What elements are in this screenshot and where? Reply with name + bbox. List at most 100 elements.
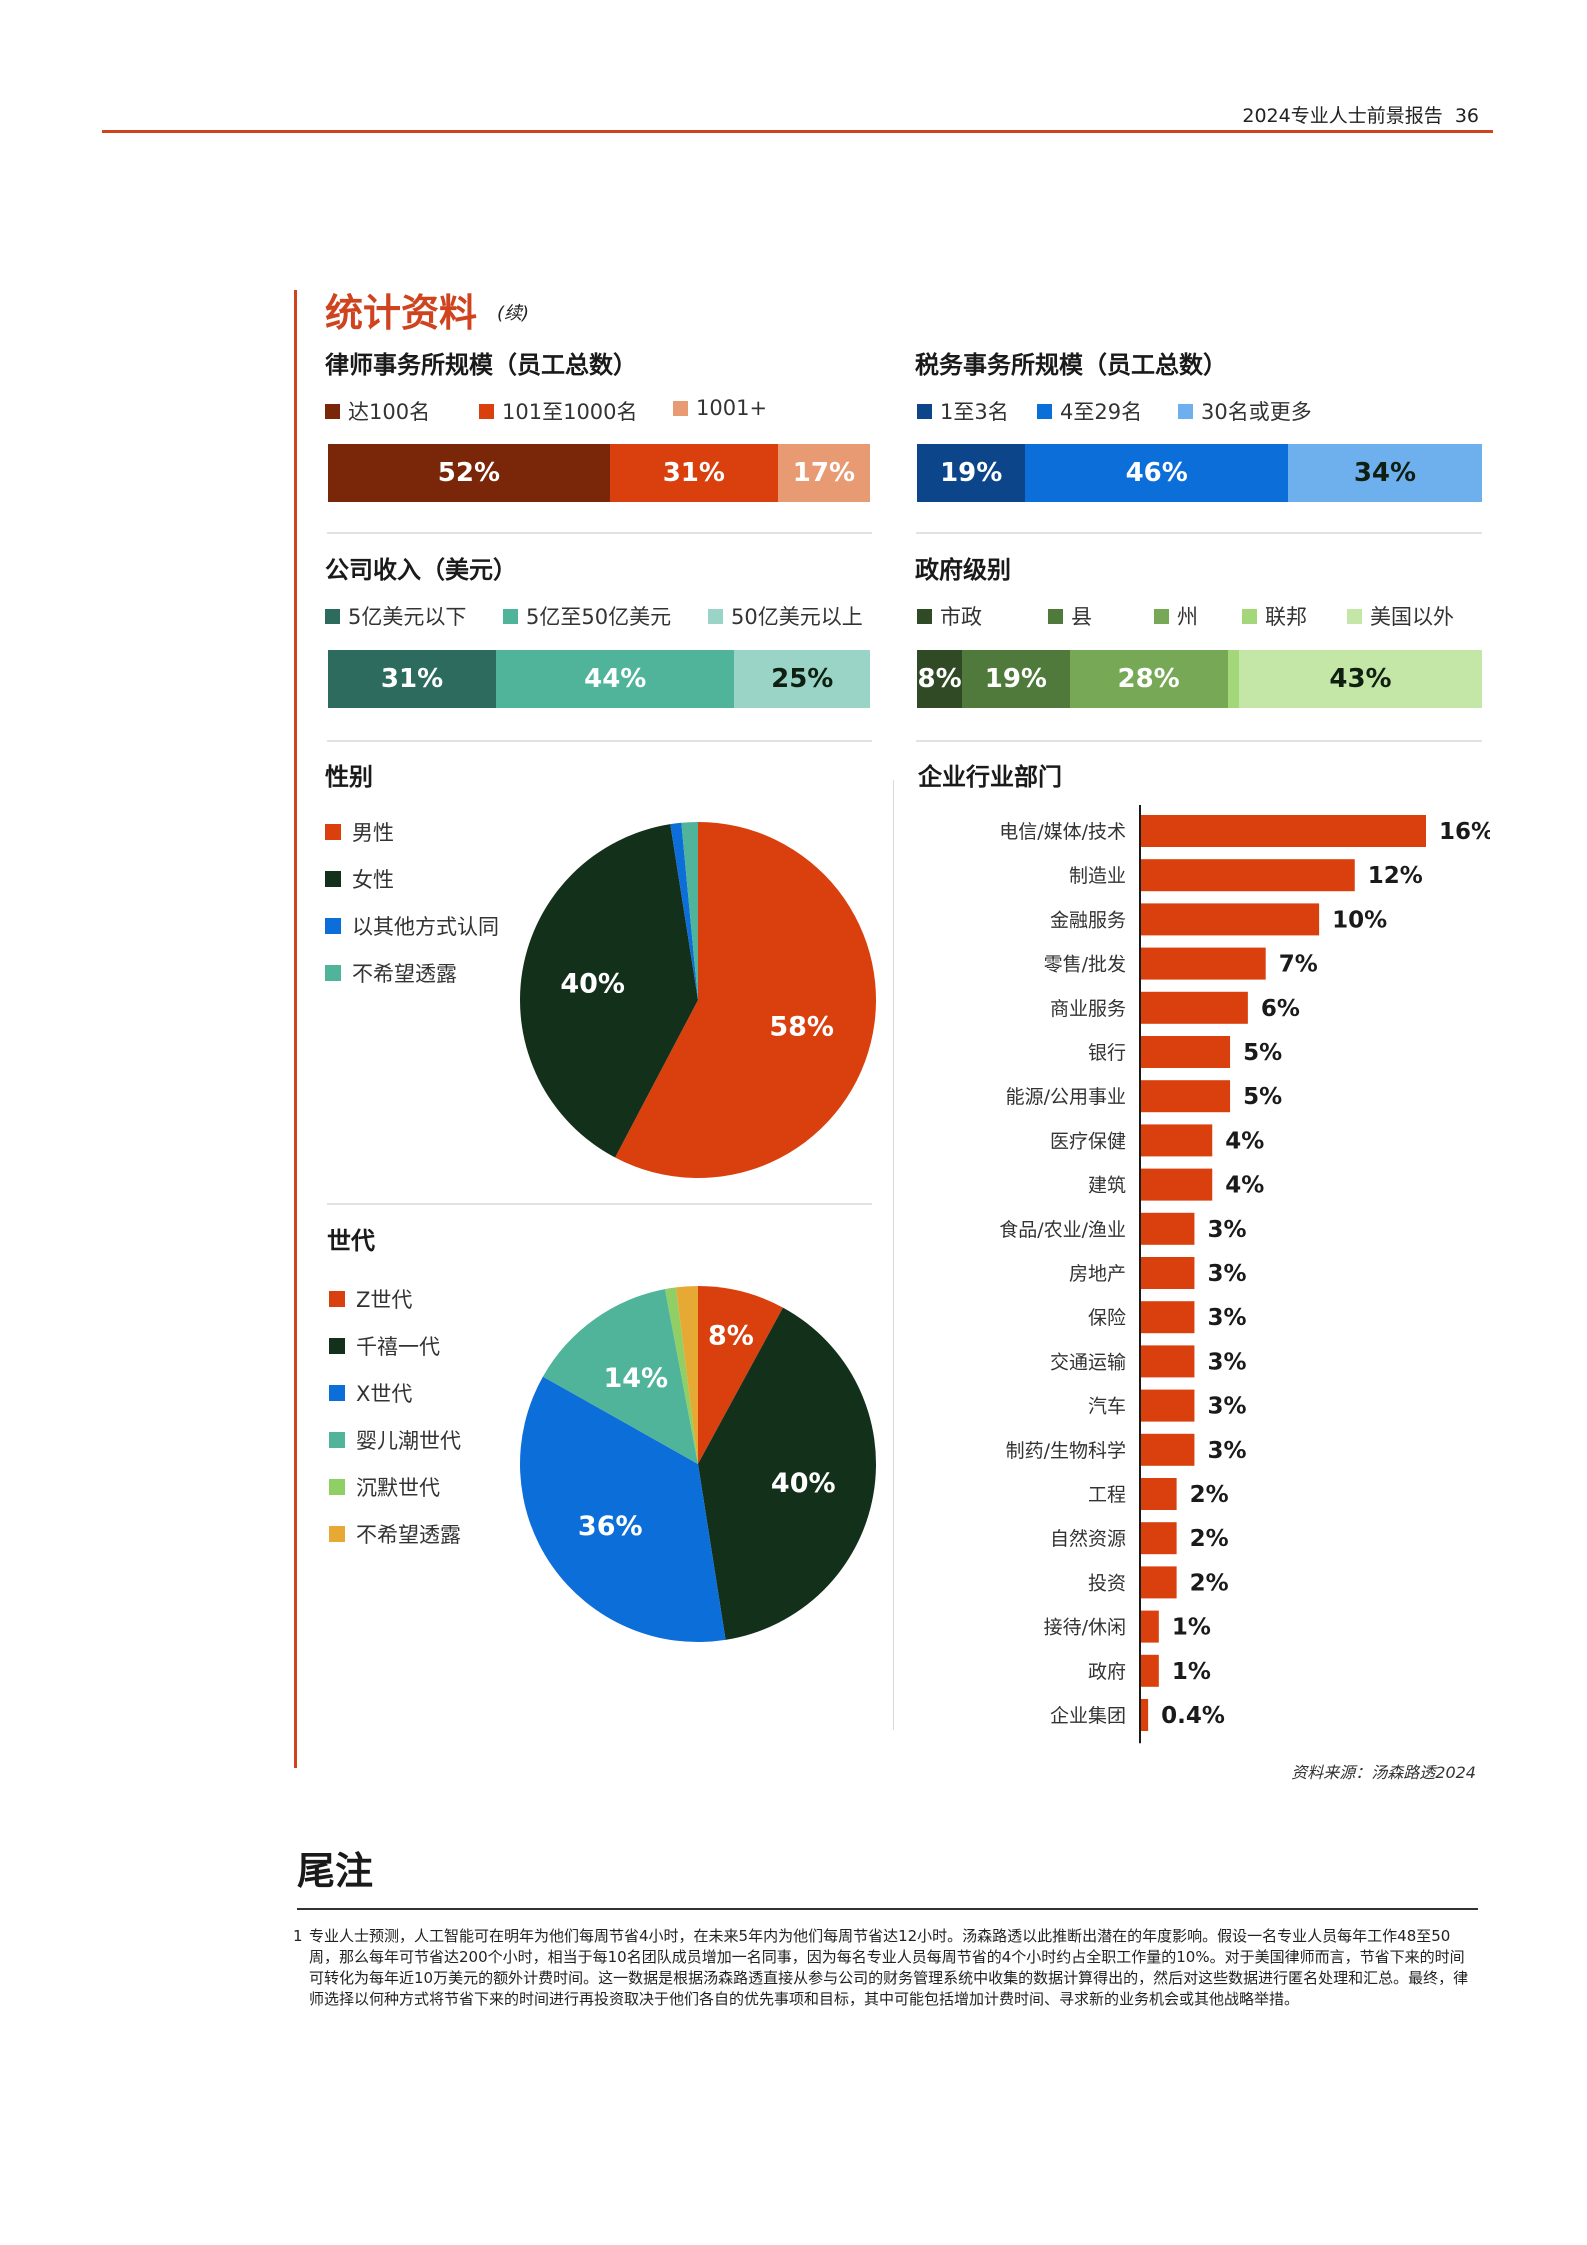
legend-item: 4至29名 <box>1037 396 1142 426</box>
pie-slice <box>681 822 698 1000</box>
legend-swatch <box>325 823 341 840</box>
legend-label: 市政 <box>940 605 982 629</box>
company-revenue-bar: 31% 44% 25% <box>328 650 870 708</box>
legend-item: 达100名 <box>325 396 430 426</box>
gender-legend: 男性 女性 以其他方式认同 不希望透露 <box>325 808 525 996</box>
bar-segment <box>1227 650 1240 708</box>
legend-item: 县 <box>1048 601 1092 631</box>
bar-segment: 34% <box>1287 444 1482 502</box>
endnote-item: 1 专业人士预测，人工智能可在明年为他们每周节省4小时，在未来5年内为他们每周节… <box>293 1926 1478 2010</box>
divider <box>327 1203 872 1205</box>
value-label: 6% <box>1261 996 1300 1022</box>
category-label: 食品/农业/渔业 <box>999 1219 1126 1241</box>
legend-swatch <box>673 400 688 416</box>
legend-swatch <box>329 1525 345 1542</box>
pie-label: 40% <box>560 969 625 1000</box>
pie-label: 36% <box>578 1511 643 1542</box>
legend-label: 不希望透露 <box>356 1522 461 1547</box>
legend-item: 女性 <box>325 855 525 902</box>
value-label: 1% <box>1172 1659 1211 1685</box>
legend-label: 县 <box>1071 605 1092 629</box>
legend-label: 4至29名 <box>1060 400 1143 424</box>
bar-segment: 43% <box>1239 650 1482 708</box>
legend-label: 以其他方式认同 <box>352 914 499 939</box>
legend-swatch <box>325 870 341 887</box>
legend-item: 30名或更多 <box>1178 396 1312 426</box>
legend-swatch <box>325 964 341 981</box>
industry-bar <box>1141 947 1266 980</box>
legend-label: 1001+ <box>696 396 768 420</box>
bar-segment: 19% <box>917 444 1026 502</box>
category-label: 政府 <box>1088 1661 1126 1683</box>
bar-segment: 52% <box>328 444 610 502</box>
tax-firm-size-legend: 1至3名 4至29名 30名或更多 <box>917 396 1482 424</box>
legend-item: 千禧一代 <box>329 1322 529 1369</box>
company-revenue-legend: 5亿美元以下 5亿至50亿美元 50亿美元以上 <box>325 601 870 629</box>
industry-sector-title: 企业行业部门 <box>918 763 1062 791</box>
legend-swatch <box>329 1337 345 1354</box>
divider <box>327 740 872 742</box>
legend-label: 5亿美元以下 <box>348 605 467 629</box>
generation-pie: 8% 40% 36% 14% <box>520 1286 876 1642</box>
legend-label: 婴儿潮世代 <box>356 1428 461 1453</box>
legend-swatch <box>917 608 932 624</box>
pie-label: 40% <box>771 1468 836 1499</box>
industry-bar <box>1141 1433 1195 1466</box>
legend-label: 联邦 <box>1265 605 1307 629</box>
category-label: 能源/公用事业 <box>1006 1086 1126 1108</box>
value-label: 3% <box>1207 1349 1246 1375</box>
divider <box>916 532 1482 534</box>
bar-segment: 19% <box>962 650 1070 708</box>
value-label: 4% <box>1225 1173 1264 1199</box>
value-label: 16% <box>1439 819 1490 845</box>
value-label: 3% <box>1207 1261 1246 1287</box>
industry-bar <box>1141 1301 1195 1334</box>
gender-pie: 58% 40% <box>520 822 876 1178</box>
legend-label: 达100名 <box>348 400 431 424</box>
law-firm-size-bar: 52% 31% 17% <box>328 444 870 502</box>
category-label: 交通运输 <box>1050 1351 1126 1373</box>
industry-bar <box>1141 1654 1159 1687</box>
legend-swatch <box>1037 403 1052 419</box>
legend-swatch <box>329 1431 345 1448</box>
legend-item: 州 <box>1154 601 1198 631</box>
legend-item: 美国以外 <box>1347 601 1454 631</box>
tax-firm-size-bar: 19% 46% 34% <box>917 444 1482 502</box>
report-title: 2024专业人士前景报告 <box>1242 105 1443 127</box>
legend-label: 1至3名 <box>940 400 1009 424</box>
industry-bar <box>1141 1610 1159 1643</box>
endnote-text: 专业人士预测，人工智能可在明年为他们每周节省4小时，在未来5年内为他们每周节省达… <box>309 1927 1469 2008</box>
legend-label: 5亿至50亿美元 <box>526 605 672 629</box>
industry-bar <box>1141 1257 1195 1289</box>
pie-slice <box>520 824 698 1158</box>
industry-bar <box>1141 1168 1213 1201</box>
industry-bar <box>1141 859 1355 892</box>
legend-label: X世代 <box>356 1381 413 1406</box>
pie-slice <box>664 1287 698 1464</box>
section-side-rule <box>294 290 297 1768</box>
legend-label: 女性 <box>352 867 394 892</box>
category-label: 金融服务 <box>1050 909 1126 931</box>
legend-swatch <box>1242 608 1257 624</box>
category-label: 制药/生物科学 <box>1006 1440 1126 1462</box>
pie-label: 8% <box>708 1321 754 1352</box>
legend-label: 不希望透露 <box>352 961 457 986</box>
legend-label: 男性 <box>352 820 394 845</box>
category-label: 保险 <box>1088 1307 1126 1329</box>
legend-item: X世代 <box>329 1369 529 1416</box>
value-label: 2% <box>1190 1570 1229 1596</box>
pie-slice <box>675 1286 698 1464</box>
bar-segment: 28% <box>1069 650 1228 708</box>
generation-legend: Z世代 千禧一代 X世代 婴儿潮世代 沉默世代 不希望透露 <box>329 1275 529 1557</box>
legend-swatch <box>329 1384 345 1401</box>
column-divider <box>893 780 894 1730</box>
industry-bar <box>1141 1566 1177 1599</box>
page-number: 36 <box>1454 105 1479 127</box>
legend-item: 1至3名 <box>917 396 1009 426</box>
gender-title: 性别 <box>325 763 373 791</box>
legend-item: 5亿美元以下 <box>325 601 466 631</box>
legend-label: 州 <box>1177 605 1198 629</box>
value-label: 5% <box>1243 1084 1282 1110</box>
legend-item: 男性 <box>325 808 525 855</box>
legend-label: Z世代 <box>356 1287 413 1312</box>
